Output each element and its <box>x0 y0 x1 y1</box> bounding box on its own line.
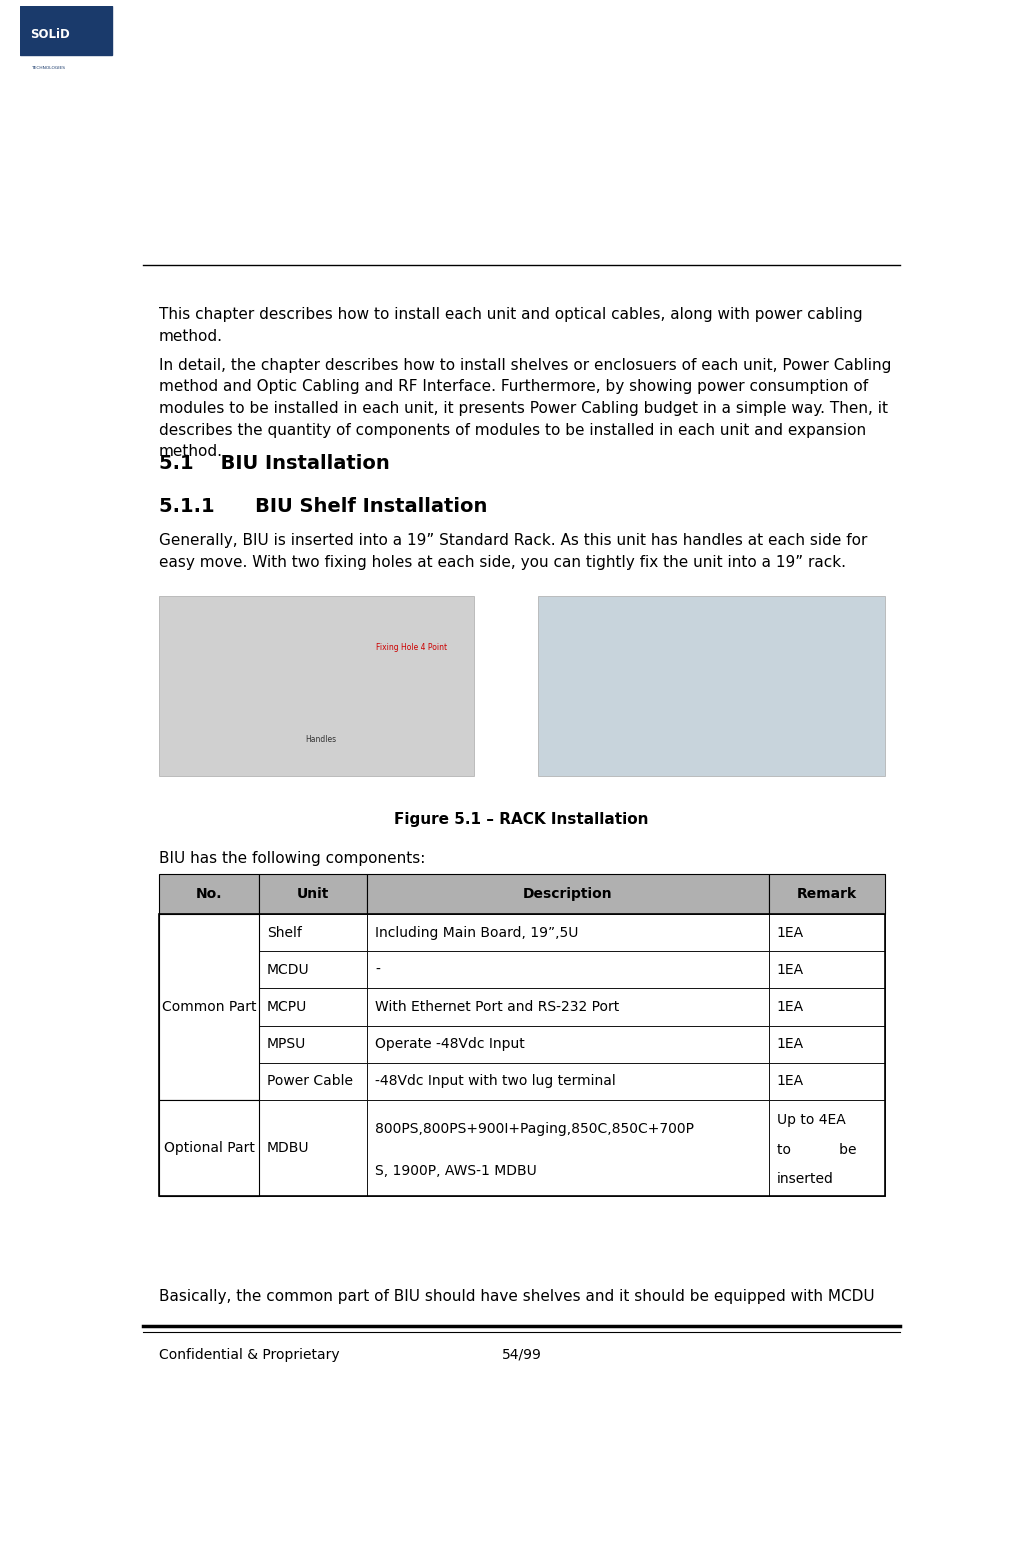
Bar <box>769 989 885 1025</box>
Text: S, 1900P, AWS-1 MDBU: S, 1900P, AWS-1 MDBU <box>376 1164 536 1178</box>
Text: In detail, the chapter describes how to install shelves or enclosuers of each un: In detail, the chapter describes how to … <box>159 357 891 459</box>
Text: 1EA: 1EA <box>777 1075 804 1089</box>
Bar <box>260 914 367 952</box>
Text: Operate -48Vdc Input: Operate -48Vdc Input <box>376 1037 525 1051</box>
Text: Up to 4EA: Up to 4EA <box>777 1114 846 1128</box>
Text: 5.1    BIU Installation: 5.1 BIU Installation <box>159 454 390 473</box>
Text: MCDU: MCDU <box>267 963 309 977</box>
Bar <box>260 989 367 1025</box>
Text: Optional Part: Optional Part <box>164 1142 254 1154</box>
Bar <box>769 874 885 914</box>
Bar <box>260 952 367 989</box>
Text: Power Cable: Power Cable <box>267 1075 353 1089</box>
Bar <box>367 914 769 952</box>
Text: Remark: Remark <box>797 888 857 902</box>
Text: 54/99: 54/99 <box>502 1348 542 1362</box>
Bar <box>769 1025 885 1062</box>
Bar <box>159 914 885 1197</box>
Text: Handles: Handles <box>305 735 336 744</box>
Bar <box>367 1062 769 1100</box>
Bar <box>260 874 367 914</box>
Bar <box>159 914 260 1100</box>
Bar <box>367 989 769 1025</box>
Text: This chapter describes how to install each unit and optical cables, along with p: This chapter describes how to install ea… <box>159 307 862 343</box>
Text: -48Vdc Input with two lug terminal: -48Vdc Input with two lug terminal <box>376 1075 616 1089</box>
Text: 1EA: 1EA <box>777 1000 804 1014</box>
Bar <box>367 874 769 914</box>
Text: Common Part: Common Part <box>162 1000 257 1014</box>
Text: -: - <box>376 963 380 977</box>
Bar <box>769 914 885 952</box>
Text: Fixing Hole 4 Point: Fixing Hole 4 Point <box>376 643 447 652</box>
Bar <box>367 1025 769 1062</box>
Bar <box>367 1100 769 1197</box>
Text: 5.1.1      BIU Shelf Installation: 5.1.1 BIU Shelf Installation <box>159 498 488 516</box>
Text: 800PS,800PS+900I+Paging,850C,850C+700P: 800PS,800PS+900I+Paging,850C,850C+700P <box>376 1122 694 1136</box>
Text: Confidential & Proprietary: Confidential & Proprietary <box>159 1348 339 1362</box>
Text: inserted: inserted <box>777 1172 834 1186</box>
Bar <box>159 1100 260 1197</box>
Bar <box>769 1100 885 1197</box>
Bar <box>260 1100 367 1197</box>
Text: No.: No. <box>195 888 222 902</box>
Text: Generally, BIU is inserted into a 19” Standard Rack. As this unit has handles at: Generally, BIU is inserted into a 19” St… <box>159 534 867 569</box>
Text: Description: Description <box>523 888 613 902</box>
Bar <box>260 1062 367 1100</box>
Text: MPSU: MPSU <box>267 1037 306 1051</box>
Text: BIU has the following components:: BIU has the following components: <box>159 852 426 866</box>
Text: 1EA: 1EA <box>777 1037 804 1051</box>
Text: Figure 5.1 – RACK Installation: Figure 5.1 – RACK Installation <box>395 811 649 827</box>
Text: Including Main Board, 19”,5U: Including Main Board, 19”,5U <box>376 925 578 939</box>
Text: 1EA: 1EA <box>777 963 804 977</box>
Bar <box>159 1062 260 1100</box>
Bar <box>159 596 474 775</box>
Bar <box>159 914 260 952</box>
Bar <box>159 1100 260 1197</box>
Text: to           be: to be <box>777 1142 856 1156</box>
Bar <box>159 1025 260 1062</box>
Text: With Ethernet Port and RS-232 Port: With Ethernet Port and RS-232 Port <box>376 1000 619 1014</box>
Bar <box>159 952 260 989</box>
Bar <box>159 989 260 1025</box>
Bar <box>159 874 260 914</box>
Bar <box>260 1025 367 1062</box>
Text: MDBU: MDBU <box>267 1142 309 1154</box>
Bar <box>367 952 769 989</box>
Text: Basically, the common part of BIU should have shelves and it should be equipped : Basically, the common part of BIU should… <box>159 1289 874 1304</box>
Bar <box>769 952 885 989</box>
Text: Unit: Unit <box>297 888 330 902</box>
Bar <box>538 596 885 775</box>
Bar <box>769 1062 885 1100</box>
Text: Shelf: Shelf <box>267 925 302 939</box>
Text: TECHNOLOGIES: TECHNOLOGIES <box>31 66 64 70</box>
Text: 1EA: 1EA <box>777 925 804 939</box>
Text: MCPU: MCPU <box>267 1000 307 1014</box>
Text: SOLiD: SOLiD <box>31 28 70 41</box>
Bar <box>20 6 112 55</box>
